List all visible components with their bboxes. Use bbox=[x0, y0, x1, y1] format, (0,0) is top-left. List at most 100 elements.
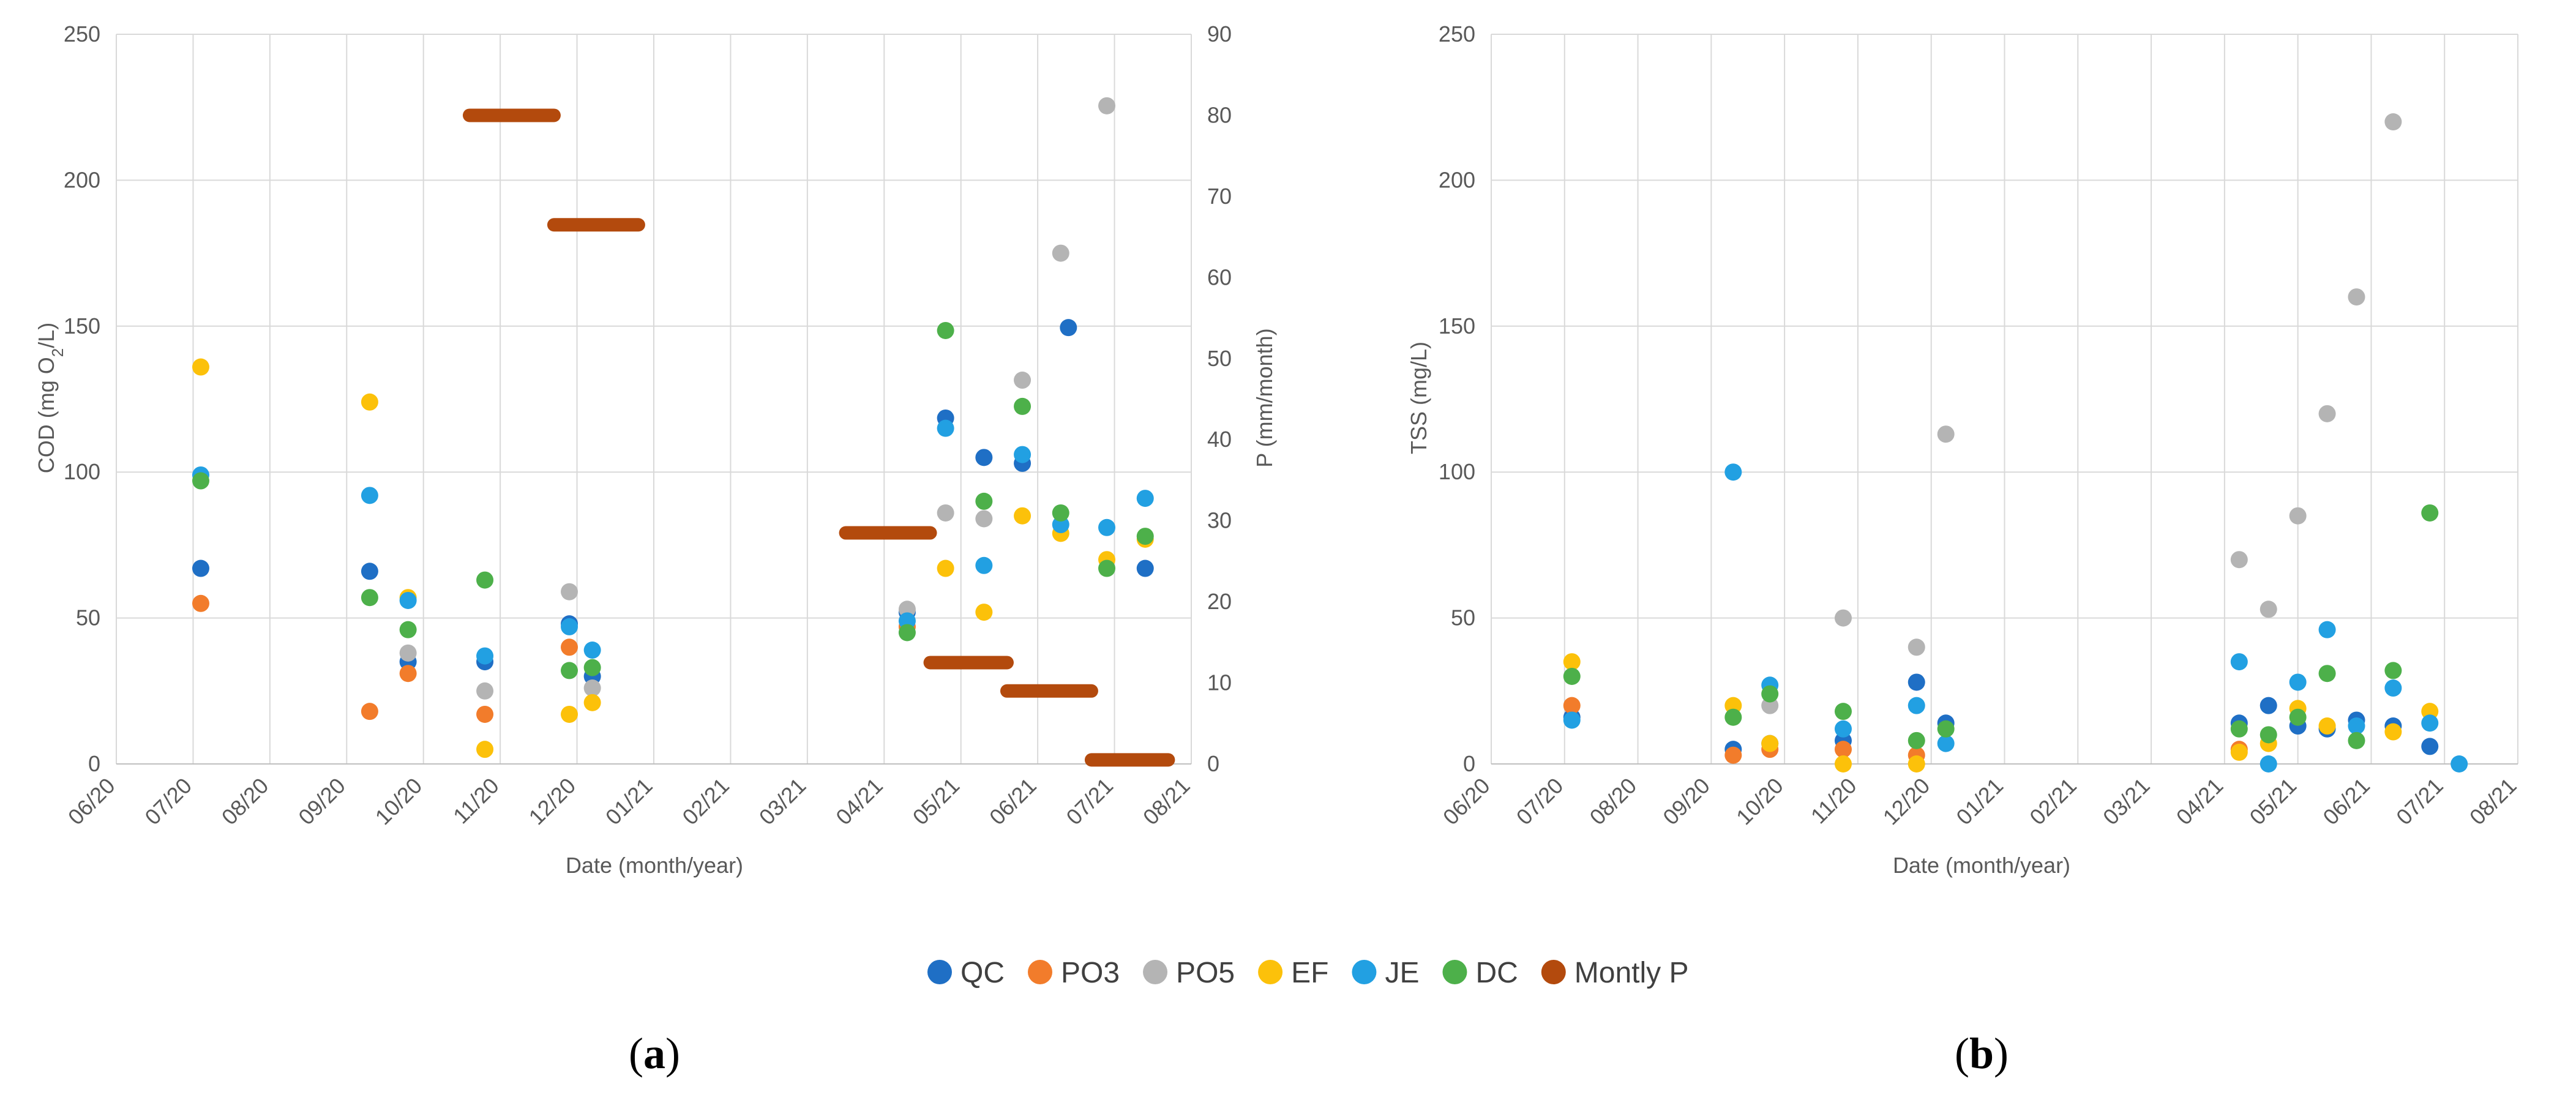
chart-a-point-dc bbox=[192, 472, 209, 490]
legend: QC PO3 PO5 EF JE DC Montly P bbox=[927, 957, 1689, 989]
chart-b-x-tick-label: 06/21 bbox=[2318, 773, 2375, 830]
chart-b-point-dc bbox=[2260, 726, 2277, 744]
chart-a-gridlines bbox=[116, 34, 1192, 765]
chart-a-y-ticks: 0 50 100 150 200 250 bbox=[64, 21, 100, 776]
chart-a-x-tick-label: 01/21 bbox=[601, 773, 657, 830]
legend-marker bbox=[1258, 960, 1283, 984]
chart-a-point-dc bbox=[583, 659, 601, 676]
chart-b-point-dc bbox=[1761, 685, 1779, 703]
chart-a-y2-tick-label: 30 bbox=[1207, 508, 1232, 533]
chart-b-point-ef bbox=[1908, 755, 1925, 773]
chart-b-x-tick-label: 01/21 bbox=[1951, 773, 2008, 830]
chart-a-x-tick-label: 11/20 bbox=[448, 773, 504, 829]
chart-a-y-tick-label: 250 bbox=[64, 21, 100, 47]
chart-a-point-je bbox=[1098, 518, 1116, 536]
chart-a-point-ef bbox=[192, 358, 209, 376]
chart-a-y-axis-label: COD (mg O2/L) bbox=[34, 323, 67, 474]
chart-b-point-dc bbox=[1834, 703, 1852, 720]
chart-b-y-tick-label: 150 bbox=[1439, 313, 1475, 339]
chart-b-point-je bbox=[1834, 720, 1852, 738]
chart-a-x-tick-label: 05/21 bbox=[908, 773, 965, 830]
chart-a-y2-axis-label: P (mm/month) bbox=[1252, 328, 1277, 467]
chart-b-point-je bbox=[2384, 679, 2402, 697]
chart-b-point-po3 bbox=[1834, 741, 1852, 758]
legend-item-qc: QC bbox=[927, 957, 1005, 989]
chart-b-point-po5 bbox=[2318, 405, 2336, 422]
chart-a-x-tick-label: 08/20 bbox=[217, 773, 274, 830]
chart-a-point-po3 bbox=[399, 665, 417, 683]
chart-a-point-dc bbox=[1014, 397, 1032, 415]
chart-b-point-je bbox=[2289, 673, 2307, 691]
chart-a-point-dc bbox=[898, 624, 916, 642]
legend-label: DC bbox=[1475, 957, 1518, 989]
chart-b-point-dc bbox=[2289, 708, 2307, 726]
chart-a-x-tick-label: 09/20 bbox=[293, 773, 350, 830]
chart-a-point-ef bbox=[937, 559, 954, 577]
chart-a-y-tick-label: 200 bbox=[64, 167, 100, 192]
chart-a-points bbox=[192, 97, 1154, 758]
legend-item-po5: PO5 bbox=[1143, 957, 1235, 989]
chart-b-y-tick-label: 250 bbox=[1439, 21, 1475, 47]
legend-item-ef: EF bbox=[1258, 957, 1328, 989]
chart-a-point-dc bbox=[1136, 528, 1154, 545]
chart-b-x-tick-label: 04/21 bbox=[2171, 773, 2228, 830]
chart-a-point-po5 bbox=[1014, 372, 1032, 389]
chart-a-point-dc bbox=[975, 492, 993, 510]
legend-label: PO3 bbox=[1061, 957, 1120, 989]
chart-a-point-ef bbox=[583, 694, 601, 711]
chart-a-point-po5 bbox=[975, 510, 993, 528]
chart-b-x-tick-label: 07/21 bbox=[2391, 773, 2448, 830]
chart-b-point-po5 bbox=[2384, 113, 2402, 131]
chart-a-point-po5 bbox=[561, 583, 578, 601]
chart-a-y2-tick-label: 40 bbox=[1207, 427, 1232, 452]
chart-b-point-po5 bbox=[2230, 551, 2248, 569]
chart-a-point-po5 bbox=[583, 679, 601, 697]
chart-b-point-je bbox=[1724, 463, 1742, 481]
legend-label: QC bbox=[960, 957, 1005, 989]
chart-a-y2-tick-label: 60 bbox=[1207, 264, 1232, 290]
chart-b-point-qc bbox=[1908, 673, 1925, 691]
chart-a-point-dc bbox=[1052, 504, 1069, 522]
chart-a-point-ef bbox=[1014, 507, 1032, 525]
chart-a-point-dc bbox=[937, 321, 954, 339]
chart-a-point-po3 bbox=[361, 703, 378, 720]
chart-a-x-tick-label: 02/21 bbox=[677, 773, 734, 830]
chart-b-point-je bbox=[1937, 735, 1955, 752]
chart-b-y-tick-label: 200 bbox=[1439, 167, 1475, 192]
chart-a-x-tick-label: 12/20 bbox=[524, 773, 581, 830]
chart-b-point-dc bbox=[1563, 667, 1581, 685]
chart-b-point-dc bbox=[1908, 731, 1925, 749]
chart-a-y2-ticks: 0 10 20 30 40 50 60 70 80 90 bbox=[1207, 21, 1232, 776]
chart-a-x-tick-label: 06/20 bbox=[63, 773, 120, 830]
chart-b-x-tick-label: 11/20 bbox=[1806, 773, 1862, 829]
chart-a-point-dc bbox=[1098, 559, 1116, 577]
chart-b-y-axis-label: TSS (mg/L) bbox=[1406, 342, 1431, 454]
chart-a: 0 50 100 150 200 250 0 10 20 30 40 50 60 70 80 90 06/2… bbox=[34, 21, 1277, 878]
chart-a-point-qc bbox=[975, 449, 993, 466]
chart-b-x-tick-label: 02/21 bbox=[2024, 773, 2081, 830]
legend-label: PO5 bbox=[1176, 957, 1235, 989]
chart-a-point-po5 bbox=[1098, 97, 1116, 114]
chart-a-x-tick-label: 07/21 bbox=[1061, 773, 1118, 830]
chart-a-point-qc bbox=[1060, 319, 1077, 337]
chart-b-x-tick-label: 08/20 bbox=[1585, 773, 1642, 830]
chart-b-x-ticks: 06/20 07/20 08/20 09/20 10/20 11/20 12/20 01/21… bbox=[1438, 773, 2522, 830]
chart-b-x-tick-label: 05/21 bbox=[2245, 773, 2302, 830]
chart-a-point-qc bbox=[361, 563, 378, 580]
chart-a-point-po5 bbox=[399, 644, 417, 662]
chart-b-point-dc bbox=[2421, 504, 2439, 522]
chart-b-point-je bbox=[1563, 711, 1581, 729]
panel-label-a: (a) bbox=[629, 1029, 680, 1078]
chart-b-point-ef bbox=[2318, 717, 2336, 735]
chart-b-x-tick-label: 10/20 bbox=[1731, 773, 1788, 830]
chart-a-point-ef bbox=[561, 705, 578, 723]
chart-b-point-dc bbox=[2348, 731, 2365, 749]
chart-a-point-po3 bbox=[192, 594, 209, 612]
chart-a-y2-tick-label: 50 bbox=[1207, 346, 1232, 371]
chart-a-point-je bbox=[937, 419, 954, 437]
legend-item-po3: PO3 bbox=[1028, 957, 1120, 989]
chart-b-x-tick-label: 08/21 bbox=[2465, 773, 2522, 830]
chart-a-x-ticks: 06/20 07/20 08/20 09/20 10/20 11/20 12/20 01/21… bbox=[63, 773, 1195, 830]
chart-b-gridlines bbox=[1491, 34, 2518, 765]
